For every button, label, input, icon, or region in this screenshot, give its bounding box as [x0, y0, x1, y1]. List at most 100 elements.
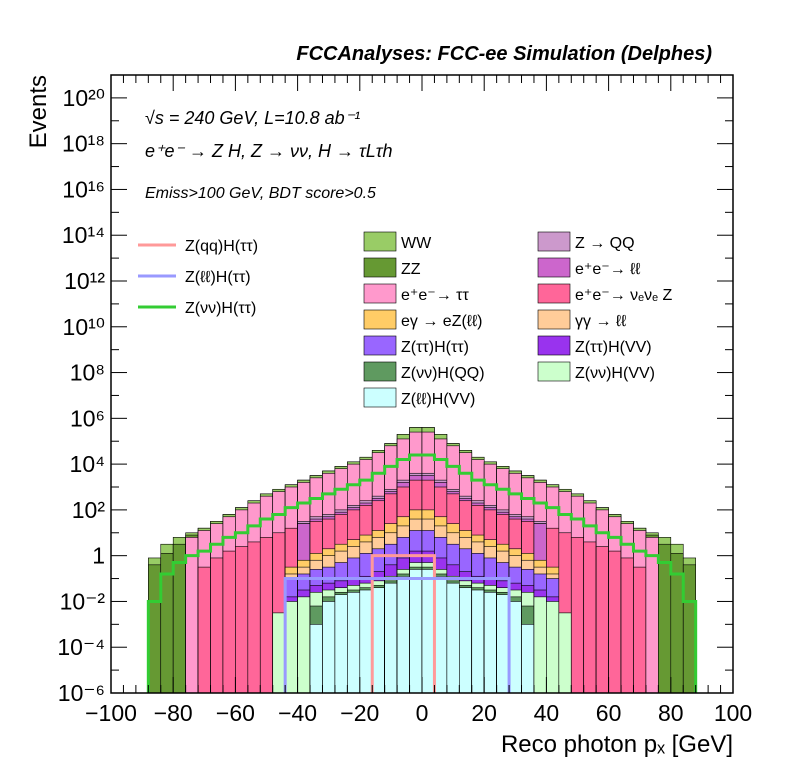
x-tick-label: −80 — [154, 700, 193, 726]
legend-swatch — [363, 361, 397, 382]
signal-line-0 — [370, 554, 436, 693]
annotation-process: e⁺e⁻ → Z H, Z → νν, H → τLτh — [145, 141, 393, 161]
bar — [284, 601, 298, 694]
bar — [645, 537, 659, 694]
y-axis: 10⁻⁶ 10⁻⁴ 10⁻² 1 10² 10⁴ 10⁶ 10⁸ 10¹⁰ 10¹² 10¹⁴ 10¹… — [57, 85, 733, 706]
bar — [459, 587, 473, 694]
bar — [421, 569, 435, 694]
legend-label: Z → QQ — [575, 235, 635, 252]
legend-label: WW — [401, 235, 432, 252]
legend-label: eγ → eZ(ℓℓ) — [401, 313, 482, 330]
legend-label: e⁺e⁻→ ττ — [401, 287, 469, 304]
bar — [595, 546, 609, 694]
bar — [546, 601, 560, 694]
legend-swatch — [537, 361, 571, 382]
bar — [334, 594, 348, 694]
x-tick-label: 60 — [596, 700, 622, 726]
bar — [197, 566, 211, 694]
legend-swatch — [537, 231, 571, 252]
legend-swatch — [363, 387, 397, 408]
legend: Z(qq)H(ττ) Z(ℓℓ)H(ττ) Z(νν)H(ττ) WW ZZ e⁺e⁻→ … — [138, 231, 672, 408]
bar — [185, 537, 199, 694]
bar — [496, 594, 510, 694]
bar — [148, 564, 162, 694]
y-tick-label: 10¹⁴ — [62, 222, 105, 248]
bar — [297, 596, 311, 694]
bar — [658, 543, 672, 694]
x-tick-label: 40 — [534, 700, 560, 726]
bar — [384, 582, 398, 694]
legend-swatch — [537, 335, 571, 356]
legend-label: γγ → ℓℓ — [575, 313, 626, 330]
legend-signal-label: Z(qq)H(ττ) — [185, 238, 258, 255]
bar — [620, 557, 634, 694]
legend-label: e⁺e⁻→ ℓℓ — [575, 261, 640, 278]
y-axis-label: Events — [25, 75, 52, 148]
x-axis-label: Reco photon pₓ [GeV] — [501, 731, 733, 758]
legend-swatch — [363, 309, 397, 330]
bar — [521, 624, 535, 694]
bar — [508, 601, 522, 694]
y-tick-label: 10⁶ — [70, 405, 105, 431]
x-tick-label: 0 — [416, 700, 429, 726]
bar — [322, 601, 336, 694]
bar — [247, 541, 261, 694]
y-tick-label: 1 — [92, 543, 105, 569]
y-tick-label: 10¹⁰ — [63, 314, 105, 340]
legend-swatch — [537, 309, 571, 330]
legend-swatch — [363, 257, 397, 278]
legend-swatch — [363, 283, 397, 304]
x-tick-label: 20 — [471, 700, 497, 726]
x-tick-label: 100 — [714, 700, 752, 726]
legend-swatch — [537, 283, 571, 304]
bar — [633, 566, 647, 694]
legend-swatch — [537, 257, 571, 278]
legend-swatch — [363, 231, 397, 252]
bar — [483, 591, 497, 694]
x-tick-label: −60 — [216, 700, 255, 726]
annotation-cuts: Emiss>100 GeV, BDT score>0.5 — [145, 185, 376, 202]
bar — [347, 591, 361, 694]
x-tick-label: −100 — [85, 700, 137, 726]
y-tick-label: 10⁴ — [70, 451, 105, 477]
y-tick-label: 10²⁰ — [63, 85, 105, 111]
bar — [446, 582, 460, 694]
bar — [558, 612, 572, 694]
legend-label: Z(ττ)H(VV) — [575, 339, 652, 356]
bar — [533, 596, 547, 694]
annotation-energy-lumi: √s = 240 GeV, L=10.8 ab⁻¹ — [145, 108, 360, 128]
y-tick-label: 10² — [72, 497, 106, 523]
bar — [359, 589, 373, 694]
bar — [172, 543, 186, 694]
bar — [222, 550, 236, 694]
stacked-histogram — [148, 427, 696, 694]
bar — [471, 589, 485, 694]
bar — [608, 550, 622, 694]
chart-title: FCCAnalyses: FCC-ee Simulation (Delphes) — [296, 43, 712, 65]
x-tick-label: −40 — [278, 700, 317, 726]
legend-signal-label: Z(νν)H(ττ) — [185, 300, 256, 317]
bar — [371, 587, 385, 694]
legend-label: Z(νν)H(VV) — [575, 365, 655, 382]
legend-signal-label: Z(ℓℓ)H(ττ) — [185, 269, 251, 286]
bar — [682, 564, 696, 694]
legend-label: Z(νν)H(QQ) — [401, 365, 485, 382]
legend-label: e⁺e⁻→ νₑνₑ Z — [575, 287, 672, 304]
bar — [583, 541, 597, 694]
legend-swatch — [363, 335, 397, 356]
legend-label: ZZ — [401, 261, 421, 278]
signal-line-2 — [146, 453, 698, 693]
x-axis: −100 −80 −60 −40 −20 0 20 40 60 80 100 — [85, 75, 752, 726]
signal-histograms — [146, 453, 698, 693]
x-tick-label: 80 — [658, 700, 684, 726]
bar — [309, 624, 323, 694]
bar — [409, 569, 423, 694]
bar — [570, 537, 585, 694]
y-tick-label: 10¹⁶ — [62, 176, 105, 202]
bar — [434, 575, 448, 694]
legend-label: Z(ττ)H(ττ) — [401, 339, 469, 356]
y-tick-label: 10⁻² — [60, 588, 106, 614]
y-tick-label: 10⁻⁶ — [58, 680, 105, 706]
bar — [235, 546, 249, 694]
y-tick-label: 10¹² — [64, 268, 105, 294]
